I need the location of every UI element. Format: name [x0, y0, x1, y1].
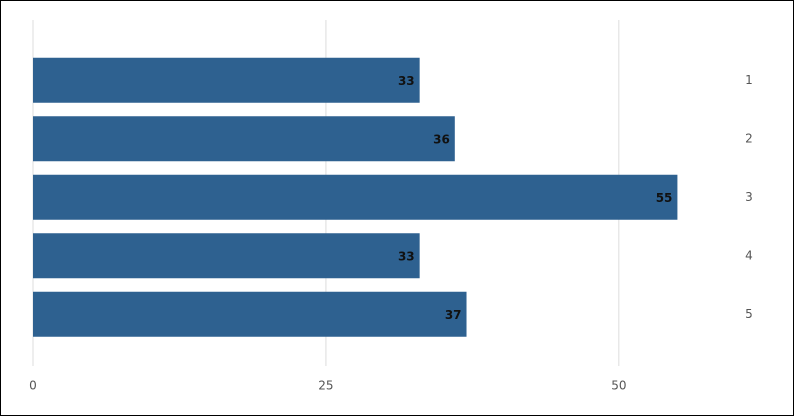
x-tick-label: 0 — [29, 379, 37, 393]
bar — [33, 116, 455, 162]
value-label: 33 — [398, 74, 415, 88]
bar — [33, 174, 678, 220]
y-tick-label: 1 — [745, 73, 753, 87]
x-tick-label: 50 — [611, 379, 626, 393]
value-label: 36 — [433, 132, 450, 146]
y-tick-label: 5 — [745, 307, 753, 321]
y-tick-label: 4 — [745, 248, 753, 262]
value-label: 37 — [445, 308, 462, 322]
bar — [33, 291, 467, 337]
y-tick-label: 3 — [745, 190, 753, 204]
value-label: 55 — [656, 191, 673, 205]
bar — [33, 233, 420, 279]
value-label: 33 — [398, 249, 415, 263]
bar — [33, 57, 420, 103]
x-tick-label: 25 — [318, 379, 333, 393]
y-tick-label: 2 — [745, 131, 753, 145]
